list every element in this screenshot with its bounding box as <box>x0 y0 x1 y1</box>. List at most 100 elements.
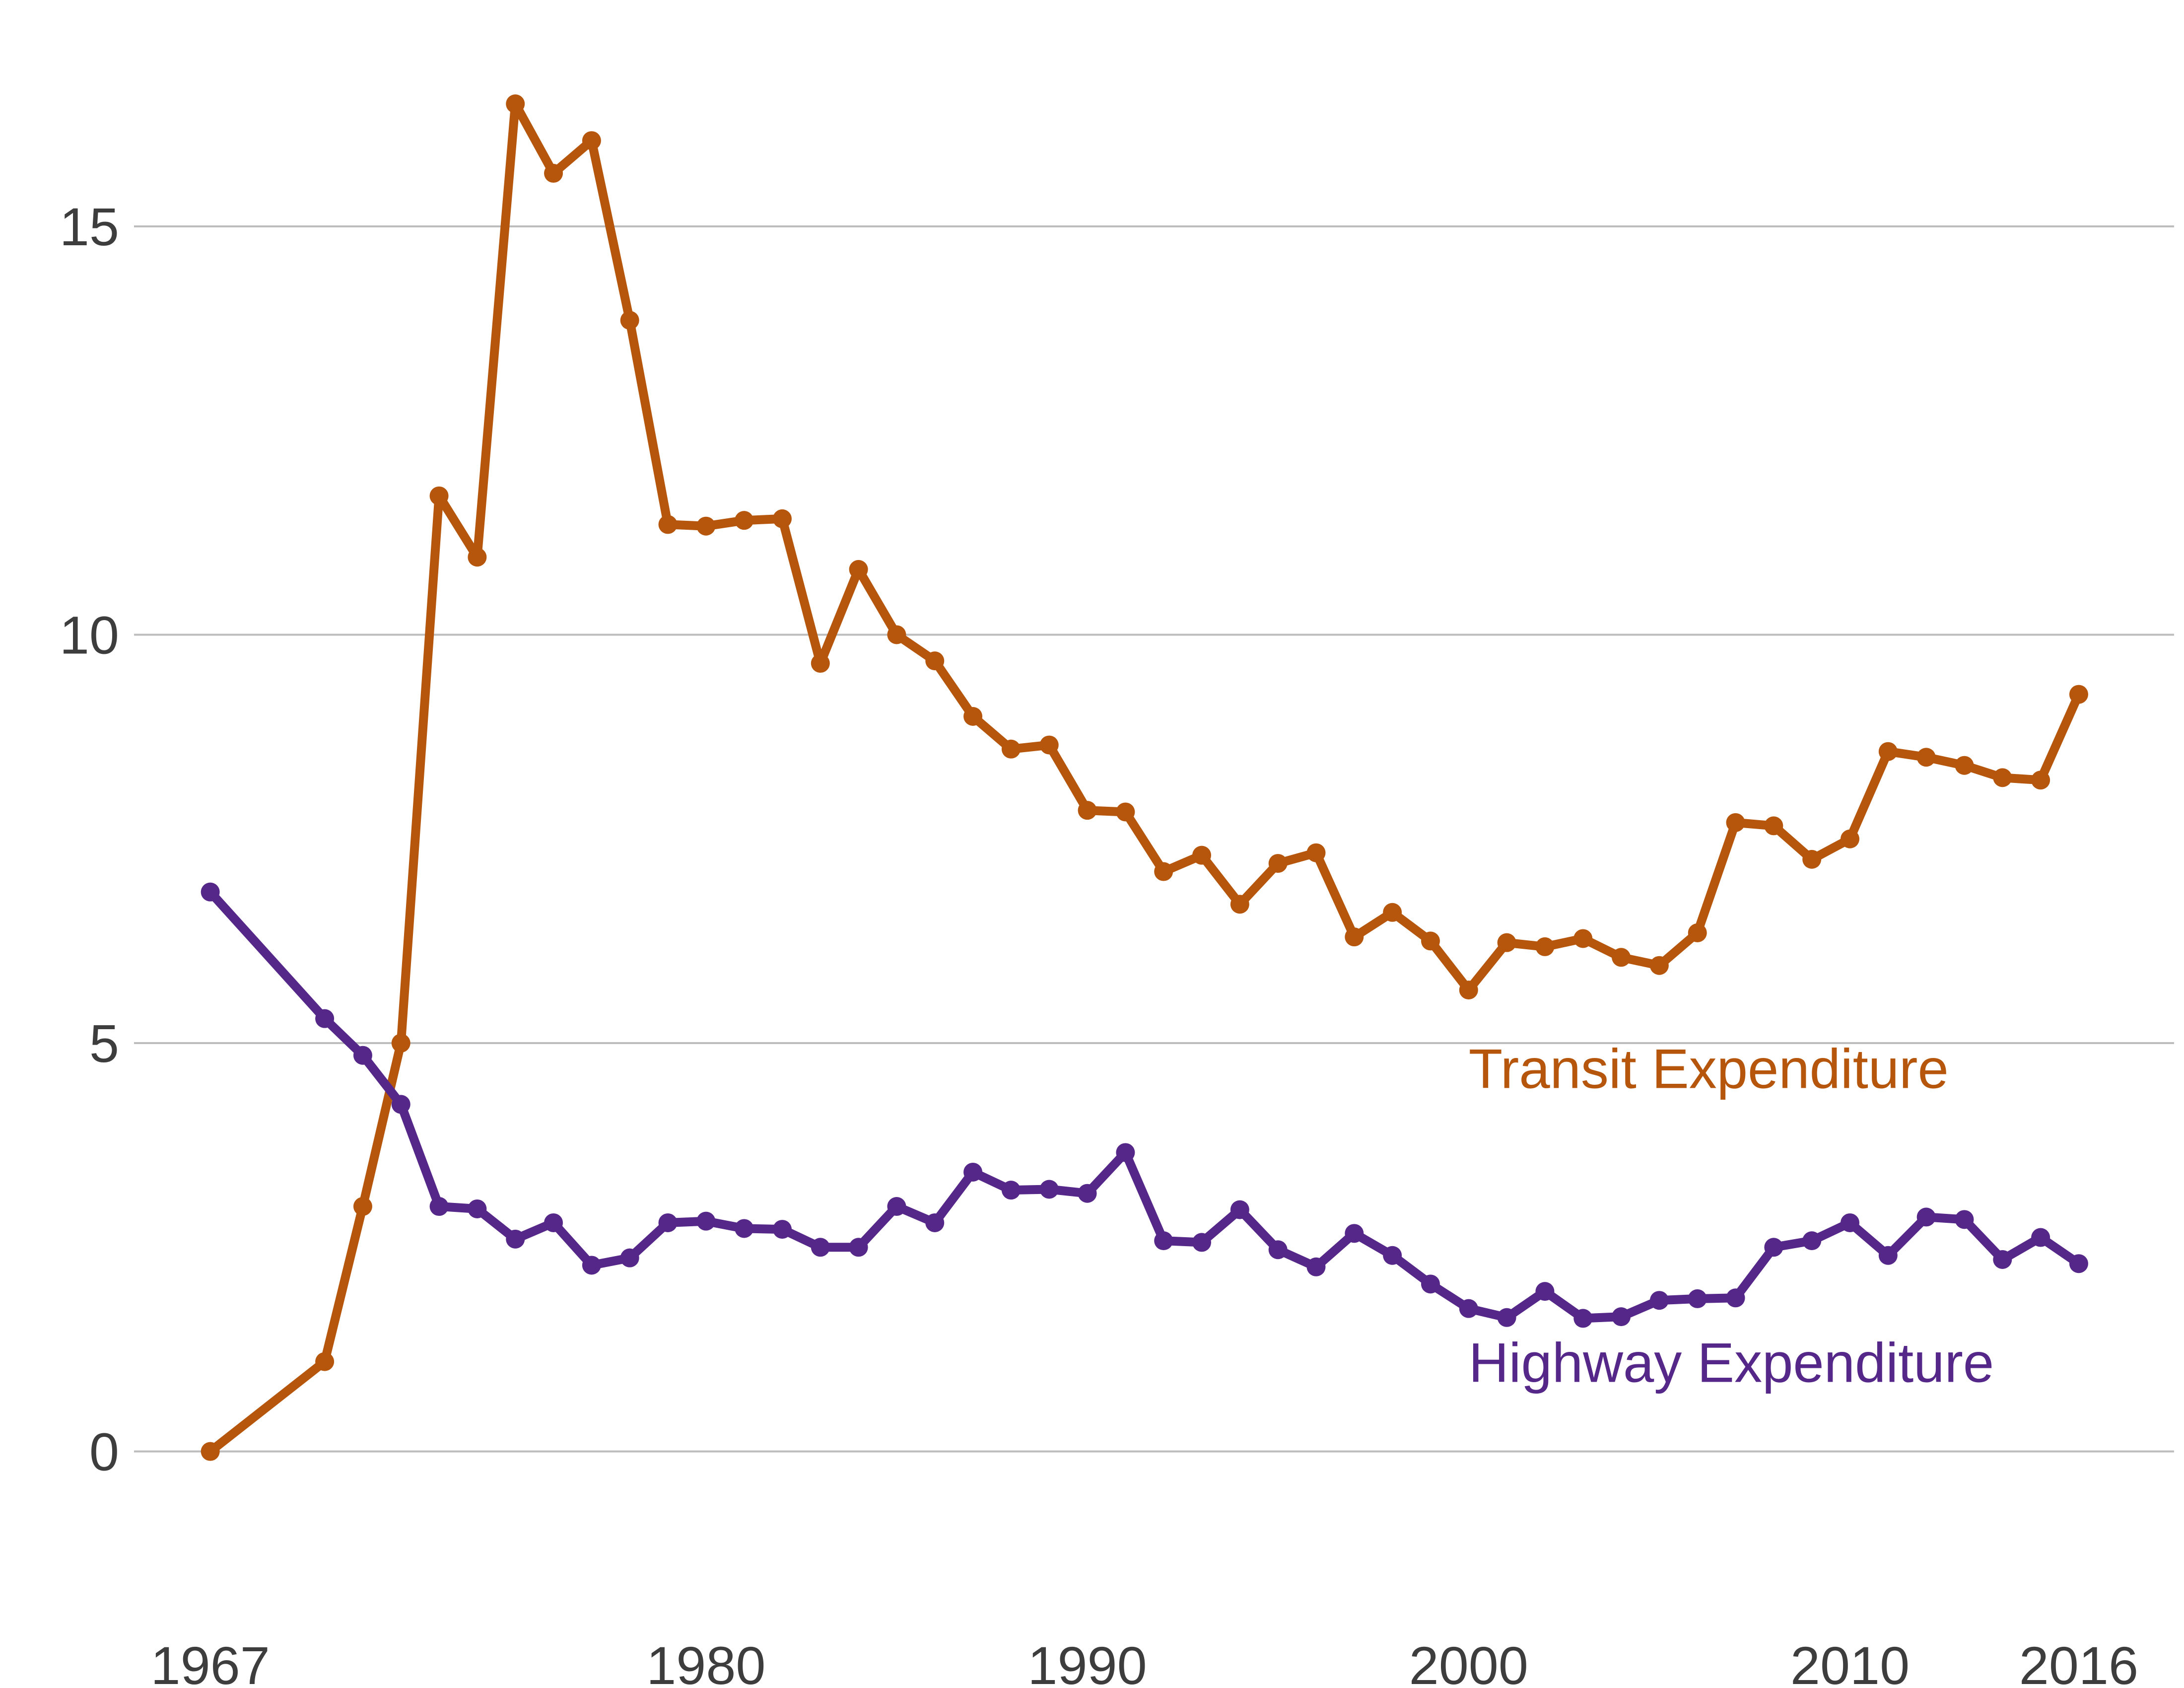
x-tick-label-1990: 1990 <box>1027 1635 1147 1688</box>
data-point-highway-expenditure-1996 <box>1306 1257 1326 1276</box>
data-point-highway-expenditure-2002 <box>1535 1282 1555 1301</box>
data-point-transit-expenditure-1975 <box>506 94 525 114</box>
data-point-highway-expenditure-2013 <box>1955 1210 1974 1229</box>
data-point-highway-expenditure-2000 <box>1459 1299 1478 1318</box>
data-point-highway-expenditure-1978 <box>620 1248 639 1267</box>
gridlines <box>134 225 2174 1453</box>
data-point-transit-expenditure-1999 <box>1421 931 1440 951</box>
data-point-transit-expenditure-2014 <box>1993 768 2012 787</box>
data-point-highway-expenditure-1983 <box>811 1238 830 1257</box>
data-point-transit-expenditure-2002 <box>1535 937 1555 956</box>
data-point-transit-expenditure-2009 <box>1802 849 1822 869</box>
data-point-highway-expenditure-2015 <box>2031 1228 2050 1247</box>
data-point-highway-expenditure-1972 <box>391 1095 410 1114</box>
x-tick-label-2000: 2000 <box>1409 1635 1528 1688</box>
data-point-transit-expenditure-2013 <box>1955 756 1974 775</box>
data-point-transit-expenditure-1991 <box>1116 802 1135 822</box>
data-point-highway-expenditure-1975 <box>506 1229 525 1249</box>
y-axis-tick-labels: 0 5 10 15 <box>60 197 119 1482</box>
data-point-highway-expenditure-2001 <box>1497 1308 1516 1327</box>
data-point-transit-expenditure-2011 <box>1878 742 1898 761</box>
data-point-transit-expenditure-2000 <box>1459 981 1478 1000</box>
data-point-highway-expenditure-2004 <box>1612 1307 1631 1327</box>
data-point-highway-expenditure-1997 <box>1345 1224 1364 1243</box>
x-axis-tick-labels: 1967 1980 1990 2000 2010 2016 <box>151 1635 2139 1688</box>
data-point-transit-expenditure-2016 <box>2069 685 2088 704</box>
data-point-highway-expenditure-1994 <box>1230 1200 1249 1219</box>
data-point-transit-expenditure-1971 <box>353 1197 372 1216</box>
data-point-highway-expenditure-1970 <box>315 1009 335 1028</box>
data-point-transit-expenditure-2003 <box>1573 929 1593 948</box>
x-tick-label-1980: 1980 <box>646 1635 765 1688</box>
data-point-highway-expenditure-2003 <box>1573 1309 1593 1328</box>
y-tick-label-15: 15 <box>60 197 119 257</box>
data-point-transit-expenditure-1967 <box>201 1442 220 1461</box>
data-point-highway-expenditure-1987 <box>963 1162 983 1182</box>
series-transit-expenditure <box>201 94 2088 1461</box>
data-point-highway-expenditure-1988 <box>1001 1181 1021 1200</box>
data-point-transit-expenditure-1998 <box>1383 903 1402 922</box>
data-point-highway-expenditure-1999 <box>1421 1274 1440 1294</box>
data-point-transit-expenditure-2001 <box>1497 933 1516 952</box>
data-point-highway-expenditure-1973 <box>429 1197 449 1216</box>
series-line-transit-expenditure <box>205 99 2083 1456</box>
data-point-transit-expenditure-1976 <box>544 164 563 183</box>
data-point-highway-expenditure-1984 <box>849 1238 868 1257</box>
data-point-highway-expenditure-2006 <box>1688 1289 1707 1308</box>
data-point-highway-expenditure-2009 <box>1802 1231 1822 1251</box>
data-point-highway-expenditure-1971 <box>353 1046 372 1065</box>
data-point-transit-expenditure-2012 <box>1916 748 1936 767</box>
data-point-highway-expenditure-1974 <box>468 1199 487 1218</box>
data-point-transit-expenditure-1974 <box>468 548 487 567</box>
x-tick-label-1967: 1967 <box>151 1635 270 1688</box>
data-point-transit-expenditure-1988 <box>1001 739 1021 759</box>
data-point-transit-expenditure-1990 <box>1078 801 1097 820</box>
data-point-transit-expenditure-1992 <box>1154 862 1173 881</box>
data-point-transit-expenditure-1986 <box>925 651 945 671</box>
data-point-highway-expenditure-1979 <box>658 1213 678 1232</box>
data-point-highway-expenditure-1995 <box>1268 1240 1288 1260</box>
data-point-transit-expenditure-2015 <box>2031 771 2050 790</box>
data-point-highway-expenditure-2012 <box>1916 1207 1936 1227</box>
data-point-transit-expenditure-1983 <box>811 654 830 673</box>
series-labels: Transit Expenditure Highway Expenditure <box>1469 1038 1994 1394</box>
data-point-highway-expenditure-1982 <box>772 1220 792 1239</box>
data-point-transit-expenditure-1977 <box>582 131 601 150</box>
data-point-highway-expenditure-1980 <box>696 1211 716 1231</box>
data-point-transit-expenditure-1972 <box>391 1034 410 1053</box>
data-point-transit-expenditure-1979 <box>658 515 678 534</box>
data-point-transit-expenditure-1970 <box>315 1352 335 1371</box>
data-point-highway-expenditure-2011 <box>1878 1246 1898 1265</box>
data-point-transit-expenditure-1989 <box>1039 735 1059 755</box>
y-tick-label-10: 10 <box>60 605 119 665</box>
data-point-transit-expenditure-1981 <box>735 511 754 530</box>
series-label-transit-expenditure: Transit Expenditure <box>1469 1038 1949 1100</box>
data-point-highway-expenditure-1981 <box>735 1219 754 1238</box>
data-point-transit-expenditure-1996 <box>1306 843 1326 862</box>
data-point-transit-expenditure-2006 <box>1688 923 1707 942</box>
data-point-transit-expenditure-1982 <box>772 509 792 528</box>
data-point-highway-expenditure-2007 <box>1726 1288 1745 1308</box>
x-tick-label-2010: 2010 <box>1790 1635 1910 1688</box>
series-line-highway-expenditure <box>205 887 2083 1323</box>
series-group <box>201 94 2088 1461</box>
data-point-highway-expenditure-1989 <box>1039 1180 1059 1199</box>
data-point-highway-expenditure-2010 <box>1841 1213 1860 1232</box>
data-point-transit-expenditure-2005 <box>1649 956 1669 975</box>
data-point-transit-expenditure-2007 <box>1726 813 1745 832</box>
data-point-highway-expenditure-1986 <box>925 1213 945 1232</box>
data-point-transit-expenditure-1985 <box>887 625 906 644</box>
data-point-transit-expenditure-1993 <box>1192 845 1212 865</box>
data-point-transit-expenditure-1984 <box>849 560 868 579</box>
data-point-transit-expenditure-1978 <box>620 311 639 330</box>
data-point-highway-expenditure-2008 <box>1764 1238 1783 1257</box>
data-point-transit-expenditure-1994 <box>1230 895 1249 914</box>
data-point-transit-expenditure-1987 <box>963 706 983 726</box>
data-point-transit-expenditure-2008 <box>1764 816 1783 836</box>
data-point-highway-expenditure-1977 <box>582 1256 601 1275</box>
data-point-transit-expenditure-2010 <box>1841 829 1860 848</box>
series-label-highway-expenditure: Highway Expenditure <box>1469 1332 1994 1394</box>
data-point-transit-expenditure-1980 <box>696 516 716 536</box>
data-point-highway-expenditure-2016 <box>2069 1254 2088 1273</box>
